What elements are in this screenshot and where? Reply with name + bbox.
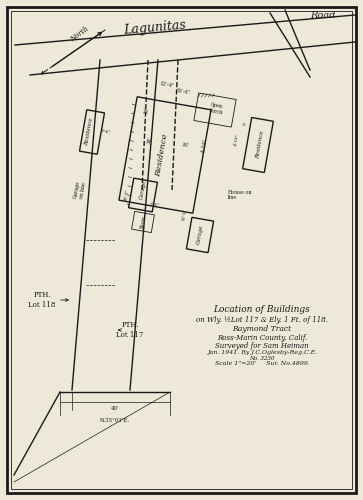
Text: 13'-5": 13'-5" bbox=[182, 208, 188, 222]
Text: 6'-8": 6'-8" bbox=[150, 202, 160, 208]
Text: Jan. 1941. By J.C.Oglesby-Reg.C.E.: Jan. 1941. By J.C.Oglesby-Reg.C.E. bbox=[207, 350, 317, 355]
Text: Location of Buildings: Location of Buildings bbox=[213, 305, 310, 314]
Text: Store: Store bbox=[139, 215, 147, 229]
Text: Raymond Tract: Raymond Tract bbox=[232, 325, 291, 333]
Text: House on
line: House on line bbox=[228, 190, 252, 200]
Text: 12'-4": 12'-4" bbox=[159, 82, 175, 88]
Text: PTH.
Lot 117: PTH. Lot 117 bbox=[116, 322, 144, 338]
Text: 9'-4": 9'-4" bbox=[101, 129, 111, 135]
Text: Residence: Residence bbox=[255, 130, 265, 160]
Text: Garage: Garage bbox=[139, 180, 147, 201]
Text: 40': 40' bbox=[111, 406, 119, 410]
Text: 38': 38' bbox=[147, 136, 153, 144]
Text: Residence: Residence bbox=[154, 133, 170, 177]
Text: 10'-2": 10'-2" bbox=[124, 188, 130, 202]
Text: 4'-10": 4'-10" bbox=[201, 138, 209, 152]
Text: PTH.
Lot 118: PTH. Lot 118 bbox=[28, 292, 56, 308]
Text: North: North bbox=[69, 26, 90, 44]
Text: Garage: Garage bbox=[196, 224, 204, 246]
Text: Lagunitas: Lagunitas bbox=[123, 19, 187, 37]
Text: 4'-10": 4'-10" bbox=[234, 134, 240, 146]
Text: 9': 9' bbox=[242, 122, 246, 128]
Text: Surveyed for Sam Heiman: Surveyed for Sam Heiman bbox=[215, 342, 309, 350]
Text: N.35°01'E.: N.35°01'E. bbox=[100, 418, 130, 422]
Text: No. 3230: No. 3230 bbox=[249, 356, 275, 361]
Text: 16': 16' bbox=[144, 106, 150, 114]
Text: on Wly. ½Lot 117 & Ely. 1 Ft. of 118.: on Wly. ½Lot 117 & Ely. 1 Ft. of 118. bbox=[196, 316, 328, 324]
Text: Garage
on line: Garage on line bbox=[73, 180, 87, 200]
Text: Road: Road bbox=[310, 10, 335, 20]
Text: 16': 16' bbox=[181, 142, 189, 148]
Text: Scale 1"=20'     Sur. No.4899.: Scale 1"=20' Sur. No.4899. bbox=[215, 361, 309, 366]
Text: 35'-6": 35'-6" bbox=[175, 88, 191, 96]
Text: Ross-Marin County, Calif.: Ross-Marin County, Calif. bbox=[217, 334, 307, 342]
Text: Residence: Residence bbox=[84, 118, 94, 146]
Text: Open
Porch: Open Porch bbox=[208, 102, 224, 116]
